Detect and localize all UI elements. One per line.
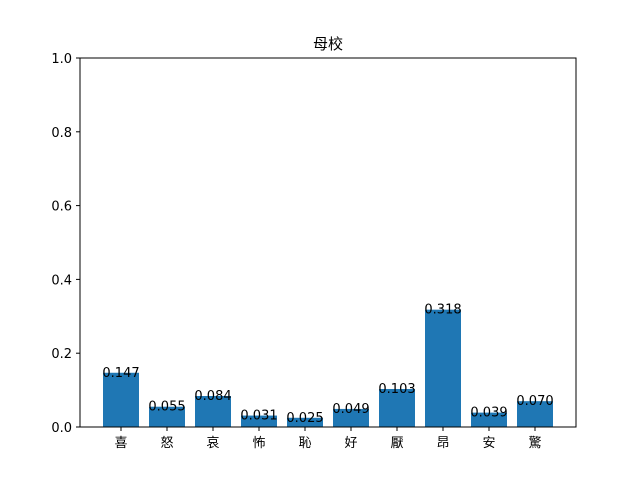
- y-tick-label-4: 0.8: [51, 126, 72, 141]
- bar-0: [103, 372, 139, 427]
- bar-3: [241, 415, 277, 427]
- x-tick-label-4: 恥: [298, 436, 311, 451]
- bar-9: [517, 401, 553, 427]
- y-axis: 0.0 0.2 0.4 0.6 0.8 1.0: [51, 52, 80, 436]
- bar-6: [379, 388, 415, 427]
- y-tick-label-3: 0.6: [51, 200, 72, 215]
- x-tick-label-2: 哀: [206, 436, 219, 451]
- plot-frame: [79, 57, 577, 428]
- x-tick-label-0: 喜: [114, 436, 127, 451]
- x-tick-label-5: 好: [344, 436, 357, 451]
- bar-8: [471, 412, 507, 427]
- x-axis: 喜怒哀怖恥好厭昂安驚: [114, 427, 542, 451]
- x-tick-label-3: 怖: [252, 435, 265, 451]
- data-label-1: 0.055: [148, 400, 185, 415]
- x-tick-label-1: 怒: [160, 436, 173, 451]
- x-tick-label-9: 驚: [528, 435, 541, 451]
- y-tick-label-2: 0.4: [51, 273, 72, 288]
- bar-1: [149, 406, 185, 427]
- data-label-4: 0.025: [286, 411, 323, 426]
- data-labels-group: 0.147 0.055 0.084 0.031 0.025 0.049 0.103 0.318…: [102, 303, 553, 426]
- chart-title: 母校: [313, 35, 343, 53]
- bar-2: [195, 396, 231, 427]
- y-tick-label-0: 0.0: [51, 421, 72, 436]
- x-tick-label-6: 厭: [390, 436, 403, 451]
- bar-5: [333, 408, 369, 427]
- bar-7: [425, 309, 461, 427]
- data-label-3: 0.031: [240, 409, 277, 424]
- data-label-8: 0.039: [470, 406, 507, 421]
- data-label-9: 0.070: [516, 394, 553, 409]
- data-label-2: 0.084: [194, 389, 231, 404]
- bar-4: [287, 417, 323, 427]
- y-tick-label-5: 1.0: [51, 52, 72, 67]
- y-tick-label-1: 0.2: [51, 347, 72, 362]
- data-label-6: 0.103: [378, 382, 415, 397]
- data-label-0: 0.147: [102, 366, 139, 381]
- bars-group: [103, 309, 553, 427]
- data-label-7: 0.318: [424, 303, 461, 318]
- x-tick-label-7: 昂: [436, 436, 449, 451]
- x-tick-label-8: 安: [482, 436, 495, 451]
- data-label-5: 0.049: [332, 402, 369, 417]
